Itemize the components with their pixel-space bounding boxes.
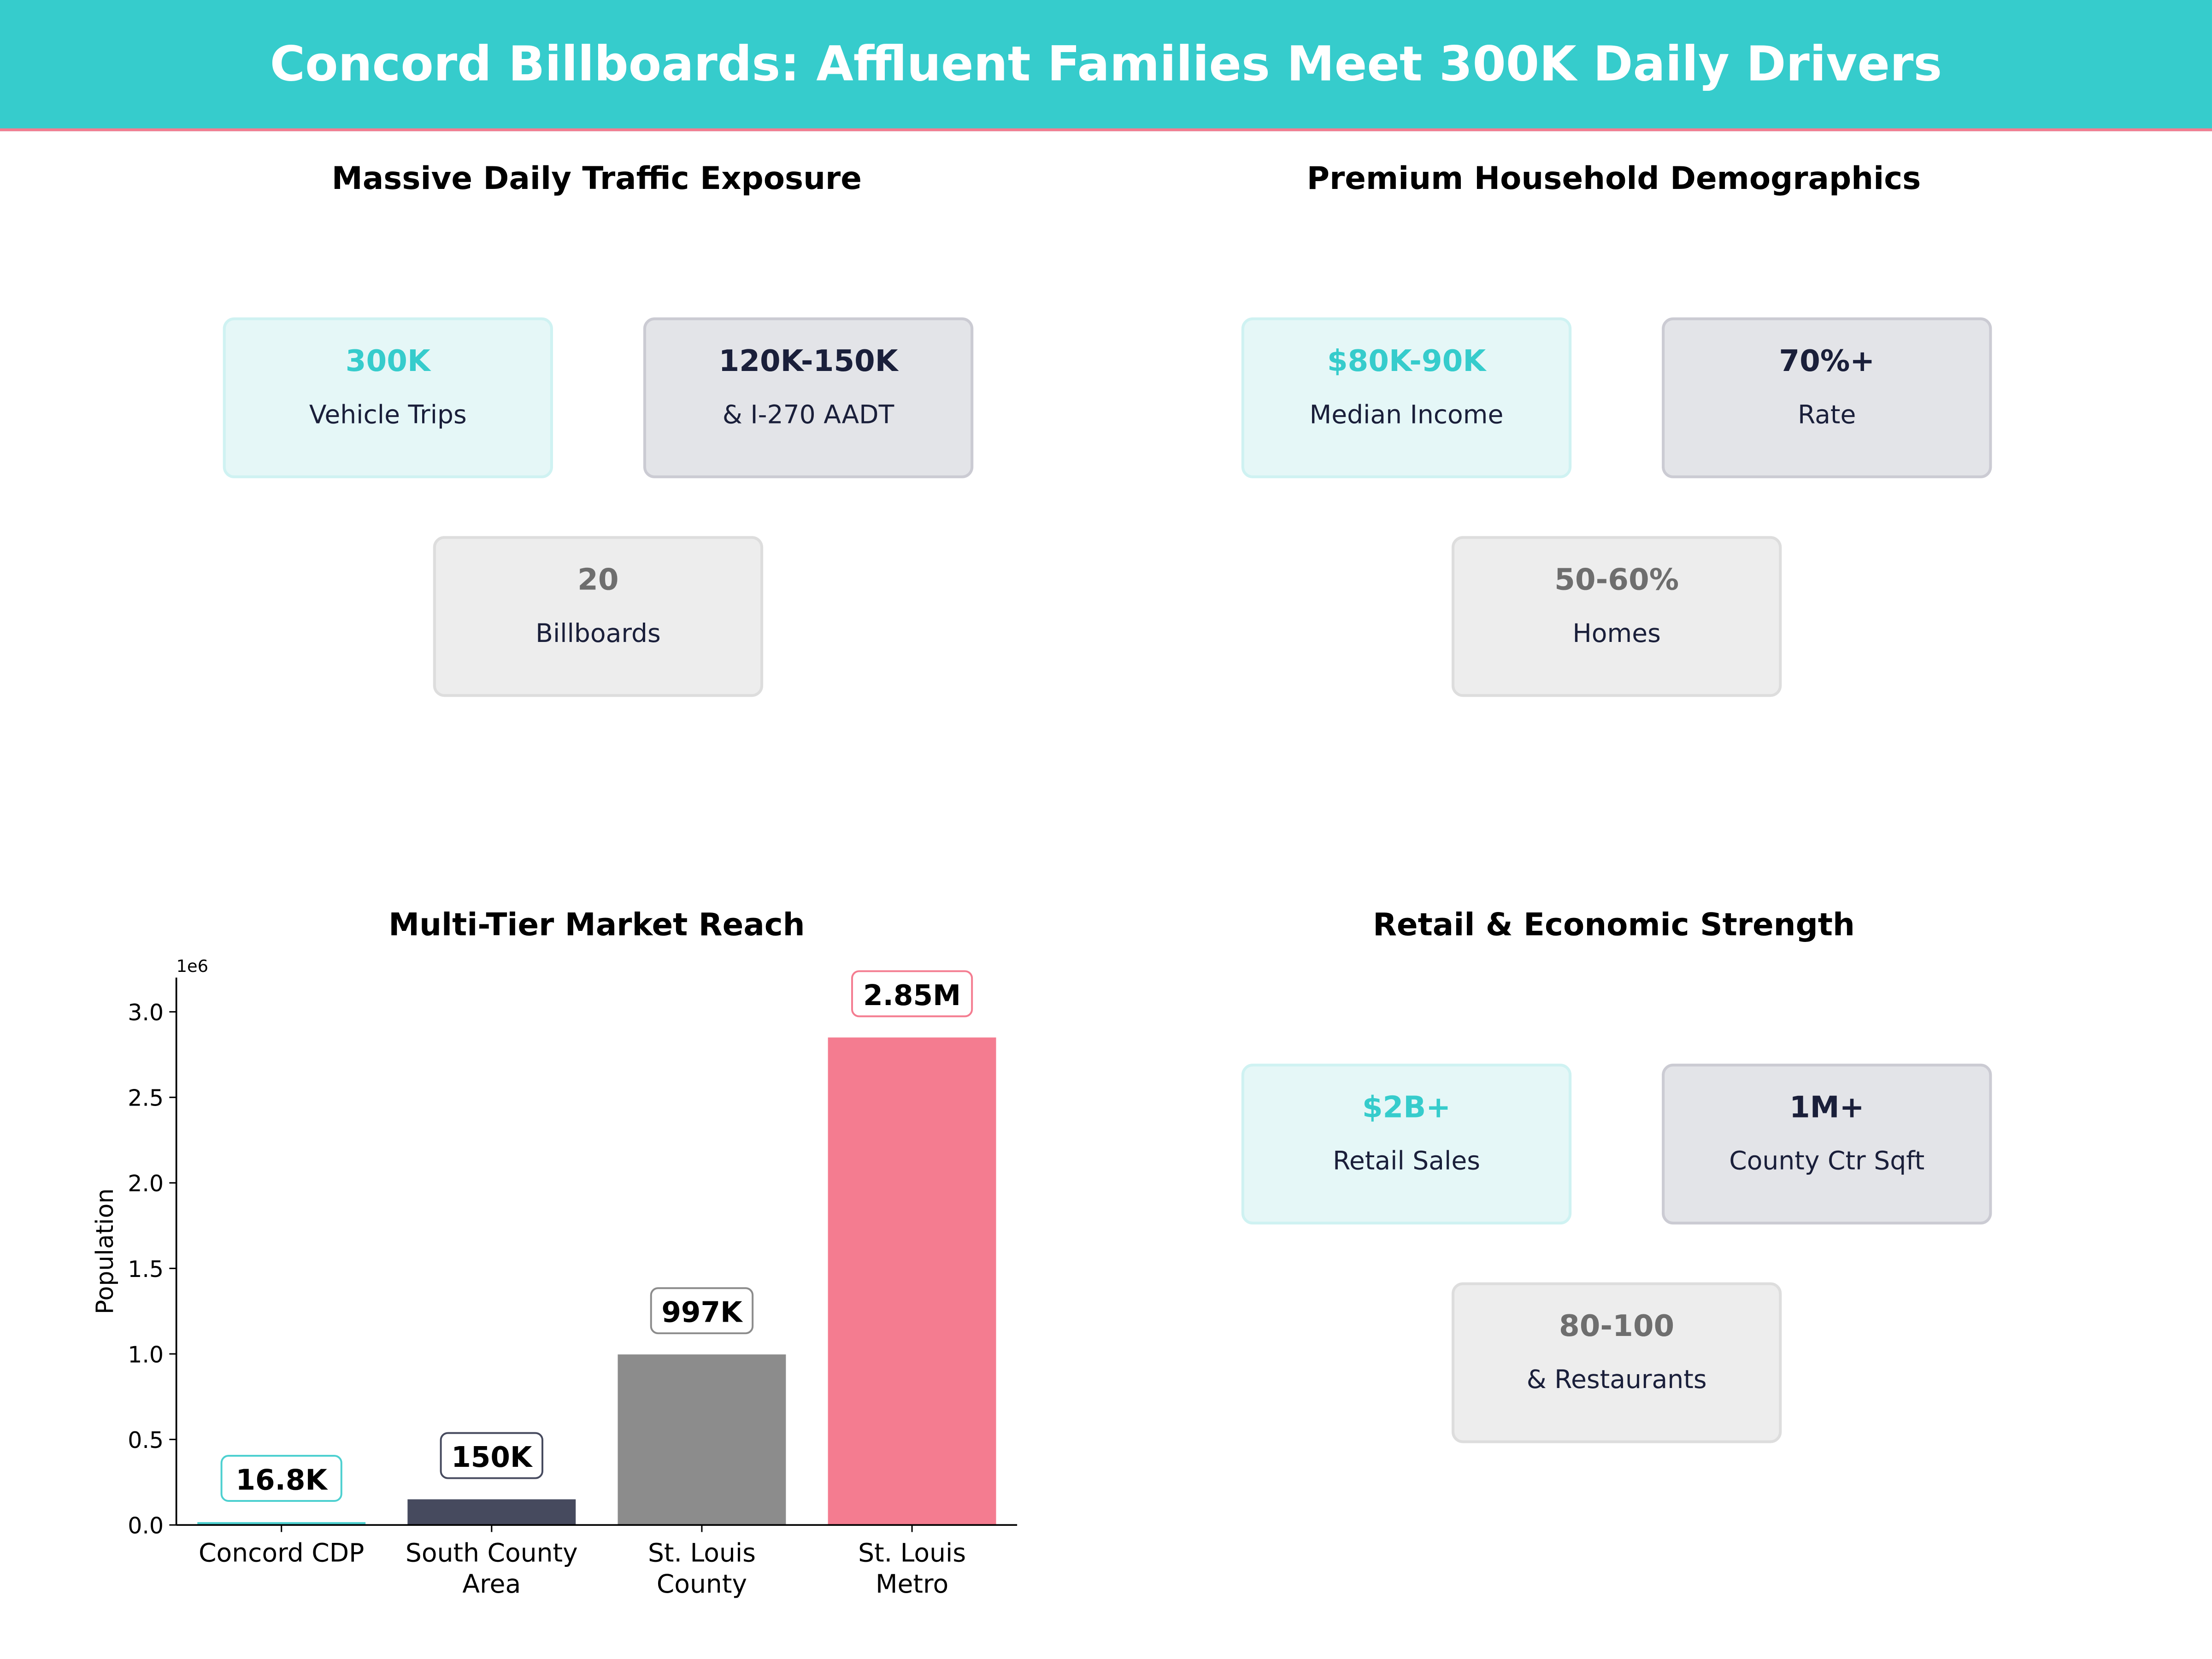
stat-value: 20 bbox=[577, 563, 619, 597]
stat-card: 120K-150K & I-270 AADT bbox=[643, 317, 974, 478]
panel-title-retail: Retail & Economic Strength bbox=[1373, 908, 1855, 944]
stat-label: Homes bbox=[1572, 619, 1661, 649]
stat-card: 1M+ County Ctr Sqft bbox=[1662, 1064, 1992, 1225]
stat-label: County Ctr Sqft bbox=[1729, 1147, 1925, 1177]
data-label: 997K bbox=[661, 1296, 743, 1329]
data-label: 2.85M bbox=[863, 979, 961, 1012]
stat-card: 20 Billboards bbox=[433, 536, 764, 697]
data-label-box bbox=[650, 1287, 754, 1335]
stat-label: & Restaurants bbox=[1526, 1365, 1707, 1395]
panel-title-traffic: Massive Daily Traffic Exposure bbox=[331, 162, 862, 198]
bar bbox=[407, 1499, 576, 1525]
stat-value: 1M+ bbox=[1789, 1090, 1865, 1124]
stat-card: 300K Vehicle Trips bbox=[223, 317, 553, 478]
stat-label: Rate bbox=[1798, 400, 1856, 430]
y-tick-label: 0.5 bbox=[128, 1427, 164, 1453]
data-label-box bbox=[220, 1455, 342, 1502]
stat-value: 70%+ bbox=[1779, 344, 1875, 378]
stat-card: 80-100 & Restaurants bbox=[1451, 1282, 1782, 1443]
stat-card: 50-60% Homes bbox=[1451, 536, 1782, 697]
bar bbox=[618, 1354, 786, 1525]
stat-card: $2B+ Retail Sales bbox=[1241, 1064, 1572, 1225]
y-tick-label: 1.0 bbox=[128, 1341, 164, 1368]
data-label-box bbox=[851, 970, 973, 1018]
stat-label: Vehicle Trips bbox=[309, 400, 467, 430]
chart-title: Multi-Tier Market Reach bbox=[388, 908, 805, 944]
stat-value: $2B+ bbox=[1362, 1090, 1451, 1124]
data-label-box bbox=[440, 1432, 544, 1479]
y-tick-label: 3.0 bbox=[128, 1000, 164, 1026]
x-tick-label: St. Louis Metro bbox=[858, 1538, 966, 1599]
stat-value: 120K-150K bbox=[718, 344, 898, 378]
x-tick-label: South County Area bbox=[406, 1538, 578, 1599]
x-tick-label: St. Louis County bbox=[648, 1538, 756, 1599]
stat-label: Retail Sales bbox=[1333, 1147, 1480, 1177]
y-tick-label: 2.5 bbox=[128, 1085, 164, 1112]
page-title: Concord Billboards: Affluent Families Me… bbox=[270, 36, 1942, 93]
stat-card: 70%+ Rate bbox=[1662, 317, 1992, 478]
stat-value: $80K-90K bbox=[1327, 344, 1486, 378]
y-axis-label: Population bbox=[91, 1188, 119, 1314]
stat-label: Billboards bbox=[535, 619, 661, 649]
y-tick-label: 1.5 bbox=[128, 1256, 164, 1282]
panel-title-demographics: Premium Household Demographics bbox=[1306, 162, 1921, 198]
stat-value: 80-100 bbox=[1559, 1309, 1675, 1343]
axis-offset-text: 1e6 bbox=[176, 956, 208, 976]
stat-card: $80K-90K Median Income bbox=[1241, 317, 1572, 478]
stat-value: 300K bbox=[345, 344, 430, 378]
y-tick-label: 2.0 bbox=[128, 1171, 164, 1197]
data-label: 16.8K bbox=[235, 1464, 328, 1497]
data-label: 150K bbox=[451, 1441, 533, 1474]
x-tick-label: Concord CDP bbox=[199, 1538, 364, 1568]
stat-label: & I-270 AADT bbox=[722, 400, 894, 430]
header-banner: Concord Billboards: Affluent Families Me… bbox=[0, 0, 2212, 131]
stat-label: Median Income bbox=[1309, 400, 1504, 430]
y-tick-label: 0.0 bbox=[128, 1513, 164, 1539]
bar bbox=[197, 1522, 366, 1525]
stat-value: 50-60% bbox=[1554, 563, 1679, 597]
bar bbox=[828, 1037, 996, 1525]
